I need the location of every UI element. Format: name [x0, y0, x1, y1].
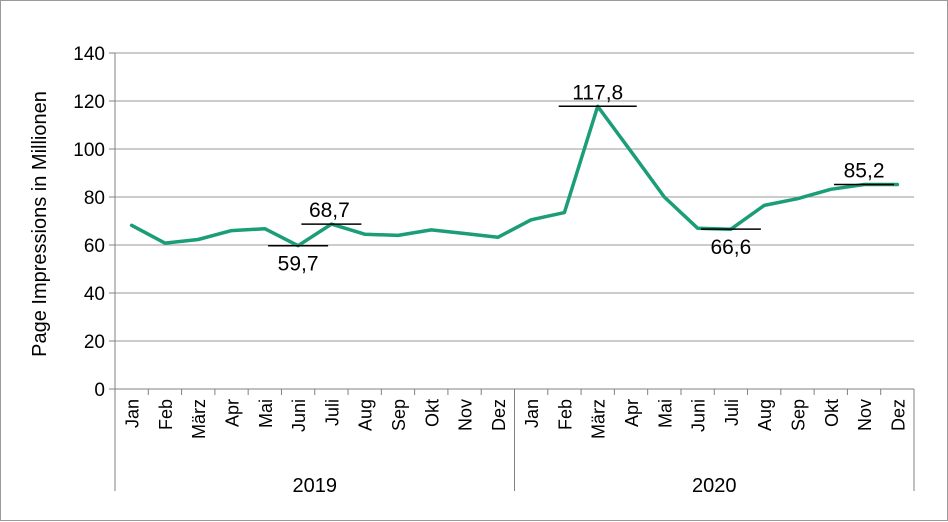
data-point	[829, 188, 832, 191]
data-point	[130, 224, 133, 227]
y-axis: 0 20 40 60 80 100 120 140	[73, 44, 116, 401]
data-label: 66,6	[710, 236, 751, 259]
x-tick-label: Jan	[522, 399, 542, 428]
x-tick-label: März	[589, 399, 609, 439]
x-tick-label: Dez	[489, 399, 509, 431]
year-label-2020: 2020	[692, 475, 737, 497]
data-point	[363, 233, 366, 236]
x-tick-label: Aug	[755, 399, 775, 431]
y-tick-label-0: 0	[94, 380, 105, 401]
x-tick-label: Nov	[456, 399, 476, 431]
series-line-0	[129, 104, 900, 248]
data-label: 68,7	[309, 199, 350, 222]
y-axis-label: Page Impressions in Millionen	[29, 91, 51, 357]
annotations: 59,7 68,7 117,8 66,6 85,2	[268, 81, 895, 276]
x-tick-label: Juni	[689, 399, 709, 432]
y-tick-label-100: 100	[73, 140, 105, 161]
x-tick-label: Apr	[223, 399, 243, 427]
data-point	[263, 227, 267, 230]
y-tick-label-80: 80	[84, 188, 105, 209]
data-label: 117,8	[572, 81, 623, 104]
data-point	[230, 229, 233, 232]
y-tick-label-20: 20	[84, 332, 105, 353]
x-tick-label: Okt	[822, 399, 842, 427]
data-label: 59,7	[278, 253, 319, 276]
gridlines	[115, 52, 914, 342]
x-tick-label: Mai	[655, 399, 675, 428]
x-axis: Jan Feb März Apr Mai Juni Juli Aug Sep Okt Nov Dez J…	[114, 388, 915, 497]
x-tick-label: Nov	[855, 399, 875, 431]
data-point	[396, 234, 400, 237]
y-tick-label-140: 140	[73, 44, 105, 65]
x-tick-label: Juli	[722, 399, 742, 426]
y-tick-label-120: 120	[73, 92, 105, 113]
x-tick-label: Jan	[123, 399, 143, 428]
data-point	[663, 195, 666, 199]
data-point	[529, 218, 533, 221]
x-tick-label: Okt	[422, 399, 442, 427]
data-point	[762, 204, 766, 207]
x-tick-label: Juni	[289, 399, 309, 432]
x-tick-label: Sep	[788, 399, 808, 431]
x-tick-label: Apr	[622, 399, 642, 427]
data-point	[563, 211, 566, 214]
x-tick-label: Mai	[256, 399, 276, 428]
x-tick-label: Feb	[555, 399, 575, 430]
x-tick-label: März	[189, 399, 209, 439]
x-tick-label: Aug	[356, 399, 376, 431]
data-point	[796, 197, 799, 200]
data-point	[163, 241, 167, 245]
data-point	[197, 238, 200, 241]
series-lines	[129, 104, 900, 248]
data-point	[696, 227, 699, 230]
data-point	[896, 183, 899, 186]
data-point	[629, 150, 633, 153]
x-tick-label: Juli	[322, 399, 342, 426]
data-point	[430, 228, 433, 232]
x-tick-label: Feb	[156, 399, 176, 430]
x-tick-label: Dez	[888, 399, 908, 431]
x-tick-label: Sep	[389, 399, 409, 431]
data-point	[463, 232, 466, 235]
data-label: 85,2	[844, 160, 885, 183]
y-tick-label-60: 60	[84, 236, 105, 257]
y-tick-label-40: 40	[84, 284, 105, 305]
year-label-2019: 2019	[293, 475, 338, 497]
data-point	[496, 236, 500, 239]
